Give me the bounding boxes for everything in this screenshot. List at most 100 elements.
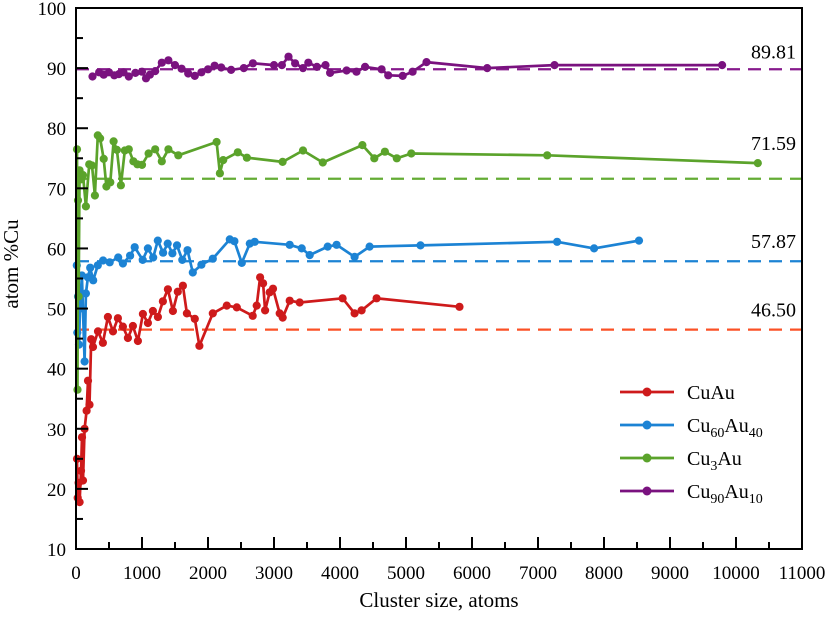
legend-marker: [642, 387, 652, 397]
data-point: [268, 284, 278, 293]
data-point: [116, 181, 125, 190]
data-point: [407, 149, 416, 158]
data-point: [248, 311, 257, 320]
data-point: [114, 253, 123, 262]
data-point: [217, 63, 226, 72]
data-point: [365, 242, 374, 251]
data-point: [291, 59, 300, 68]
data-point: [384, 71, 393, 80]
x-axis-title: Cluster size, atoms: [359, 588, 518, 612]
data-point: [83, 376, 93, 385]
data-point: [634, 236, 644, 245]
series-line-cu3au: [75, 134, 760, 392]
data-point: [285, 296, 294, 305]
data-point: [398, 71, 407, 80]
y-tick-label: 10: [47, 540, 66, 561]
data-point: [105, 258, 114, 267]
data-point: [89, 276, 98, 285]
data-point: [178, 281, 187, 290]
data-point: [195, 341, 204, 350]
data-point: [143, 244, 152, 253]
data-series: [72, 52, 762, 507]
data-point: [157, 157, 166, 166]
axis-tick-labels: 0 1000 2000 3000 4000 5000 6000 7000 8000 9000 100…: [38, 0, 826, 584]
data-point: [210, 61, 219, 70]
data-point: [380, 147, 389, 156]
data-point: [252, 301, 261, 310]
legend-entry-cu3au: Cu3Au: [620, 448, 742, 474]
data-point: [197, 260, 206, 269]
data-point: [163, 285, 172, 294]
series-cu90au10: [88, 52, 727, 83]
x-tick-label: 0: [71, 563, 81, 584]
data-point: [190, 71, 199, 80]
y-tick-label: 30: [47, 420, 66, 441]
ref-line-label-57.87: 57.87: [751, 231, 796, 253]
data-point: [553, 237, 562, 246]
y-tick-label: 80: [47, 119, 66, 140]
data-point: [178, 255, 187, 264]
data-point: [297, 244, 306, 253]
x-tick-label: 7000: [519, 563, 557, 584]
data-point: [118, 322, 127, 331]
x-tick-label: 8000: [585, 563, 623, 584]
data-point: [78, 171, 88, 180]
series-cu3au: [72, 131, 762, 394]
data-point: [138, 309, 147, 319]
data-point: [269, 61, 279, 70]
data-point: [170, 61, 180, 70]
data-point: [232, 303, 241, 312]
data-point: [298, 146, 308, 155]
data-point: [372, 294, 381, 303]
data-point: [182, 309, 191, 318]
data-point: [304, 58, 313, 67]
data-point: [88, 342, 98, 352]
data-point: [361, 62, 370, 71]
data-point: [277, 61, 286, 70]
x-tick-label: 5000: [387, 563, 425, 584]
data-point: [81, 289, 90, 298]
data-point: [357, 306, 366, 315]
data-point: [312, 62, 321, 71]
data-point: [157, 58, 166, 67]
y-tick-label: 50: [47, 300, 66, 321]
data-point: [137, 67, 147, 76]
data-point: [96, 134, 105, 143]
data-point: [377, 65, 386, 74]
data-point: [338, 294, 347, 303]
data-point: [184, 69, 193, 78]
data-point: [93, 261, 102, 270]
data-point: [358, 141, 367, 150]
data-point: [172, 241, 182, 250]
data-point: [109, 137, 118, 146]
data-point: [295, 298, 304, 307]
data-point: [208, 254, 217, 263]
data-point: [98, 338, 107, 347]
legend-marker: [642, 420, 652, 430]
data-point: [123, 333, 132, 343]
data-point: [112, 145, 121, 154]
data-point: [87, 161, 97, 170]
data-point: [455, 302, 464, 311]
data-point: [278, 157, 287, 166]
data-point: [138, 255, 147, 264]
data-point: [188, 268, 197, 277]
data-point: [128, 321, 137, 331]
data-point: [76, 466, 86, 475]
data-point: [93, 327, 103, 336]
data-point: [108, 327, 118, 336]
data-point: [151, 67, 160, 76]
data-point: [81, 202, 90, 211]
data-point: [197, 68, 206, 77]
data-point: [149, 253, 158, 262]
data-point: [298, 64, 308, 73]
data-point: [342, 66, 351, 75]
legend-label: Cu90Au10: [687, 481, 763, 507]
x-tick-label: 9000: [651, 563, 689, 584]
data-point: [148, 306, 157, 316]
data-point: [259, 279, 268, 288]
x-tick-label: 6000: [453, 563, 491, 584]
data-point: [318, 158, 327, 167]
